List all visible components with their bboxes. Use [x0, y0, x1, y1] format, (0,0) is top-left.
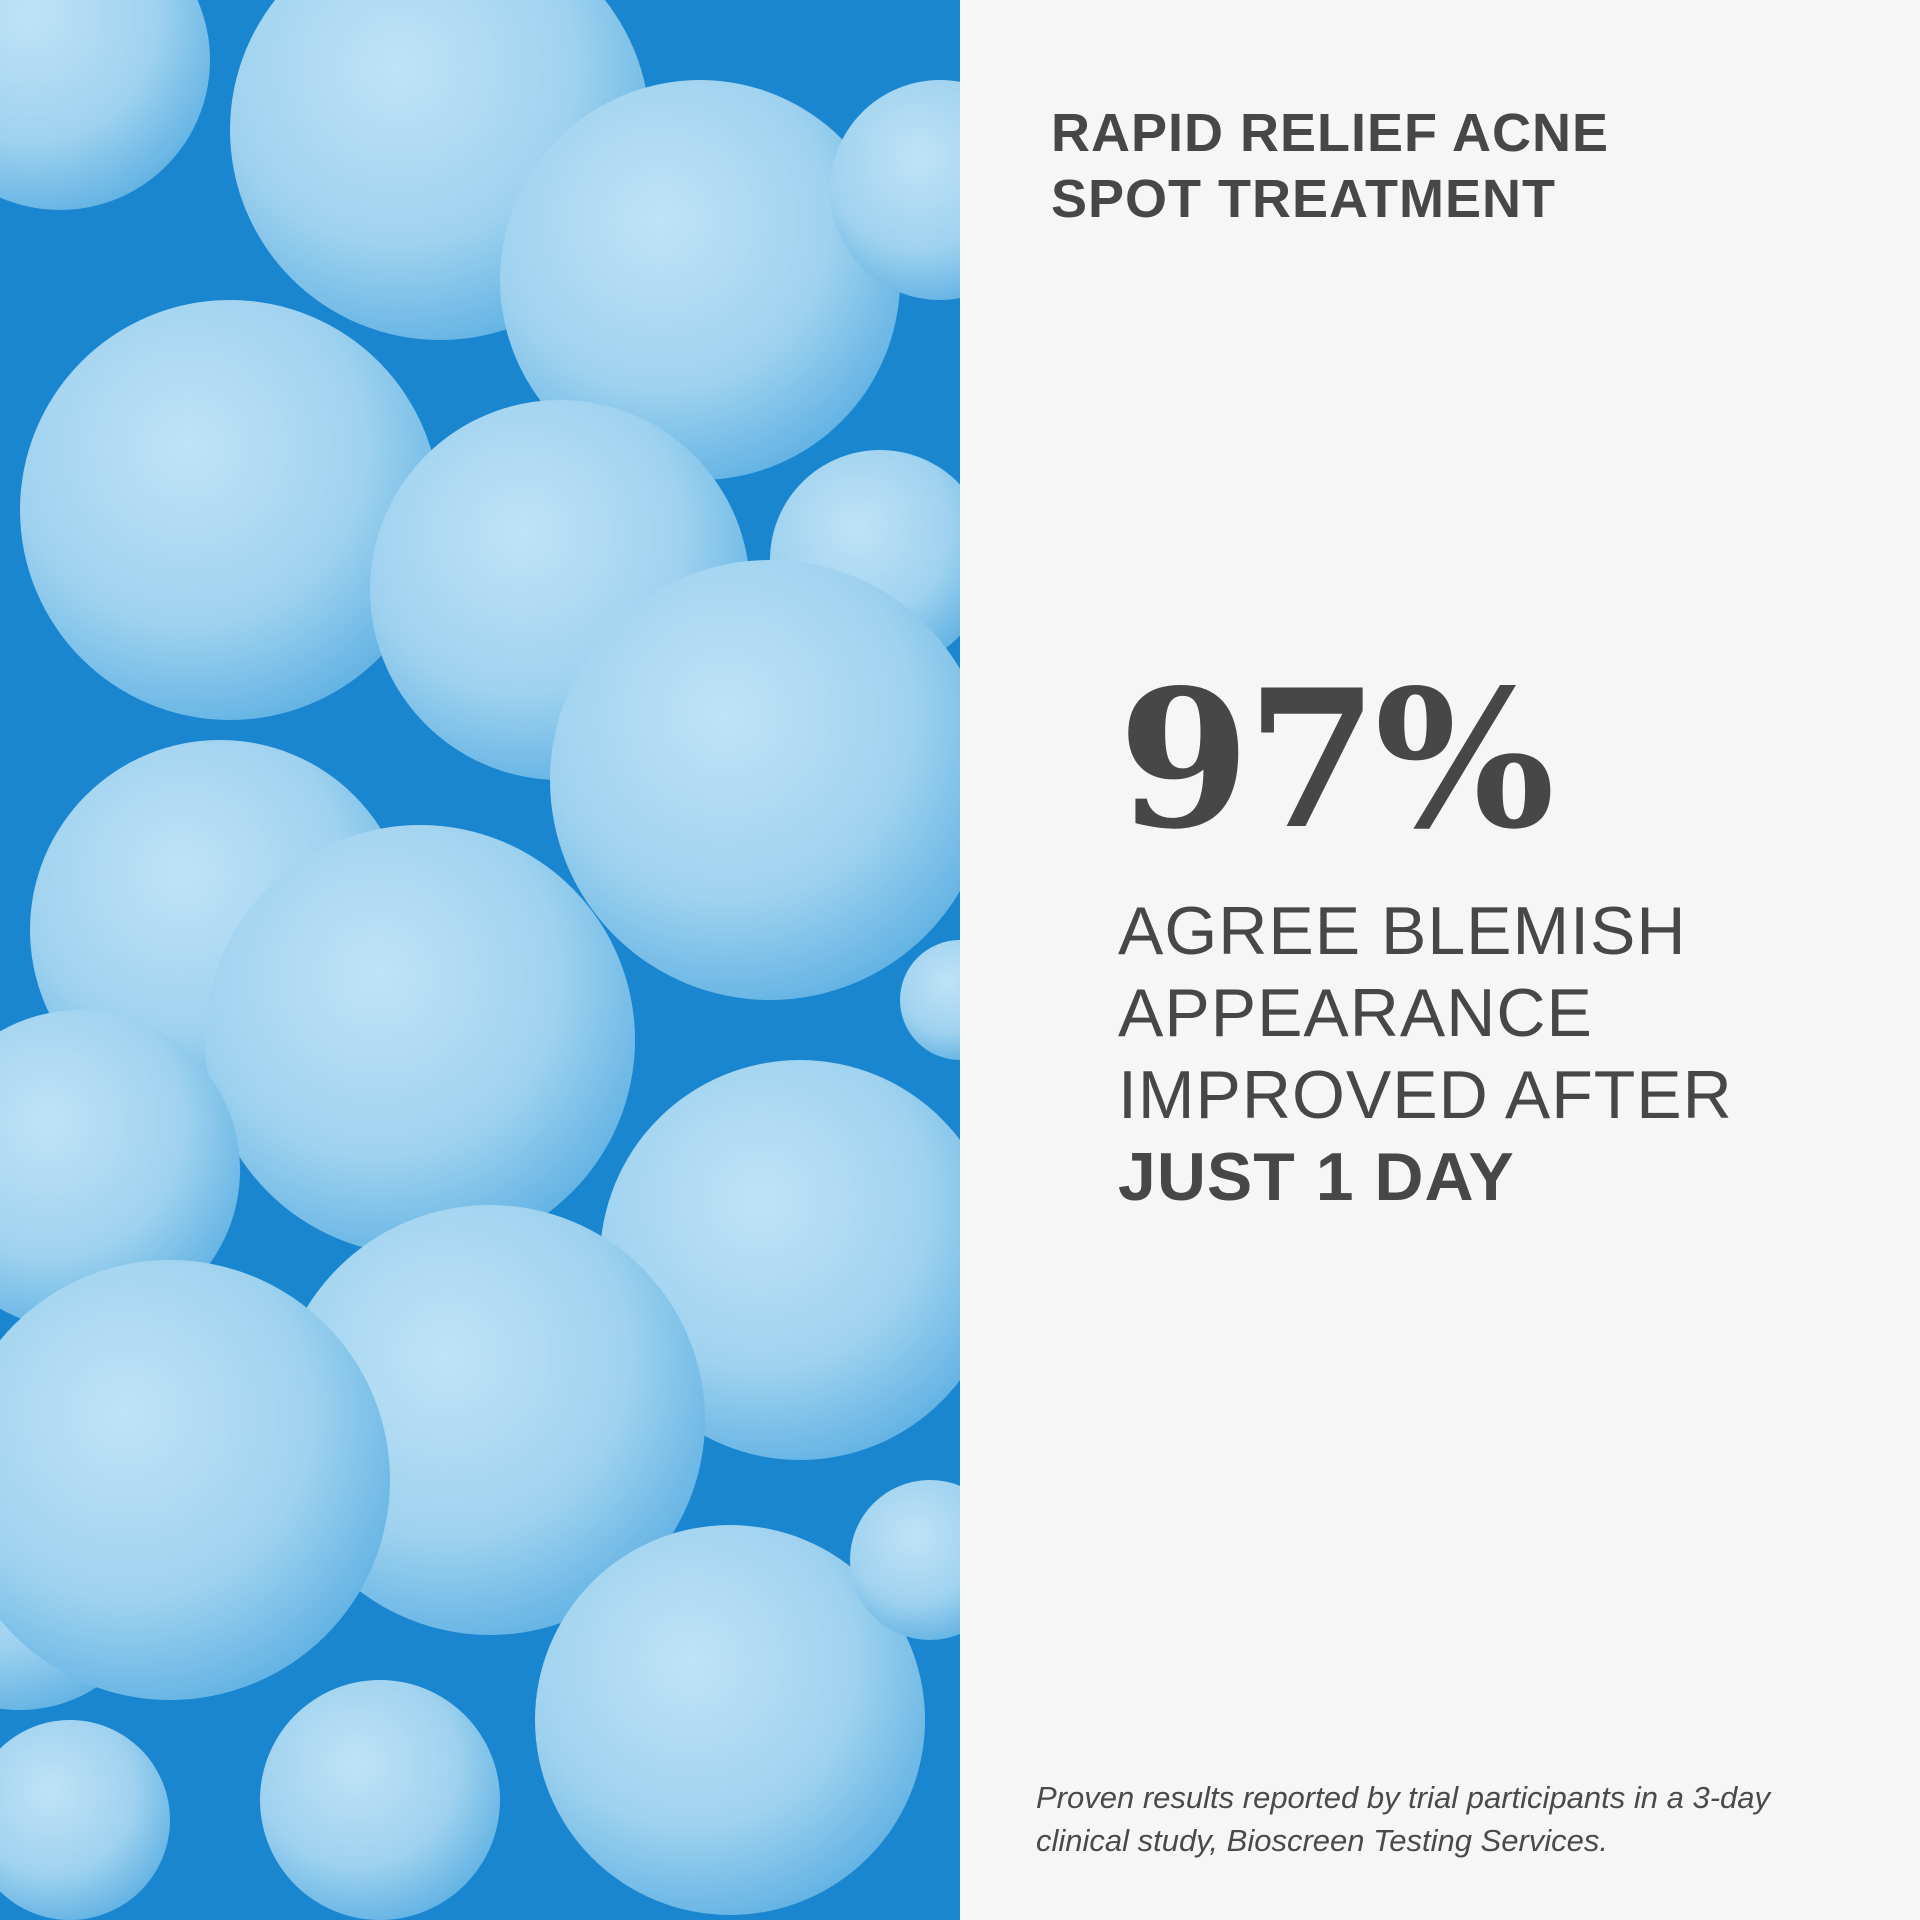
sphere: [260, 1680, 500, 1920]
sphere: [205, 825, 635, 1255]
claim-line: APPEARANCE: [1118, 975, 1593, 1051]
sphere: [550, 560, 960, 1000]
stat-percentage: 97%: [1118, 648, 1555, 871]
sphere: [20, 300, 440, 720]
sphere: [850, 1480, 960, 1640]
sphere: [0, 1720, 170, 1920]
sphere: [500, 80, 900, 480]
footnote: Proven results reported by trial partici…: [1036, 1780, 1771, 1858]
sphere: [535, 1525, 925, 1915]
sphere: [900, 940, 960, 1060]
sphere: [0, 1260, 390, 1700]
sphere: [0, 0, 210, 210]
spheres-illustration: [0, 0, 960, 1920]
sphere: [0, 1010, 240, 1330]
blue-spheres-photo: [0, 0, 960, 1920]
claim-line: AGREE BLEMISH: [1118, 893, 1687, 969]
title-line: RAPID RELIEF ACNE: [1051, 103, 1610, 163]
claim-text: AGREE BLEMISH APPEARANCE IMPROVED AFTER …: [1118, 890, 1733, 1218]
title-line: SPOT TREATMENT: [1051, 169, 1556, 229]
claim-line: IMPROVED AFTER: [1118, 1057, 1733, 1133]
info-panel: RAPID RELIEF ACNE SPOT TREATMENT 97% AGR…: [960, 0, 1920, 1920]
sphere: [830, 80, 960, 300]
claim-emphasis: JUST 1 DAY: [1118, 1139, 1515, 1215]
product-title: RAPID RELIEF ACNE SPOT TREATMENT: [1051, 100, 1609, 232]
